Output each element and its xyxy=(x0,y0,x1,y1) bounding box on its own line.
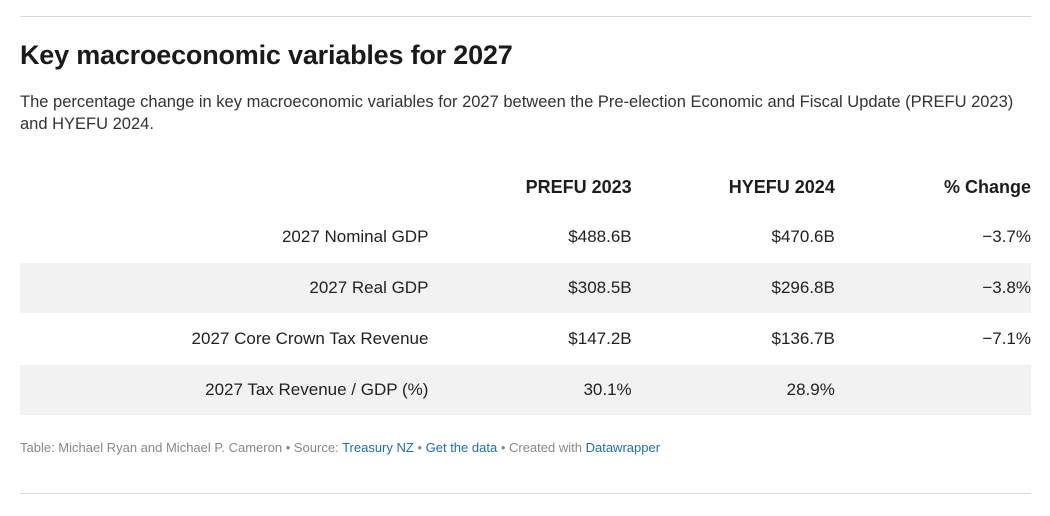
row-label: 2027 Real GDP xyxy=(20,262,429,314)
cell-prefu: $308.5B xyxy=(428,262,632,314)
footer-authors: Table: Michael Ryan and Michael P. Camer… xyxy=(20,440,283,455)
row-label: 2027 Tax Revenue / GDP (%) xyxy=(20,364,429,416)
header-prefu-2023[interactable]: PREFU 2023 xyxy=(525,176,632,197)
table-header-row: PREFU 2023 HYEFU 2024 % Change xyxy=(20,162,1031,212)
chart-subtitle: The percentage change in key macroeconom… xyxy=(20,93,1014,133)
cell-prefu: $147.2B xyxy=(568,329,632,348)
datawrapper-link[interactable]: Datawrapper xyxy=(585,440,661,455)
row-label: 2027 Core Crown Tax Revenue xyxy=(191,329,429,348)
cell-hyefu: $470.6B xyxy=(771,227,835,246)
table-row: 2027 Nominal GDP $488.6B $470.6B −3.7% xyxy=(20,212,1031,263)
header-percent-change[interactable]: % Change xyxy=(943,176,1031,197)
header-label-column xyxy=(20,162,428,212)
table-row: 2027 Core Crown Tax Revenue $147.2B $136… xyxy=(20,314,1031,365)
header-hyefu-2024[interactable]: HYEFU 2024 xyxy=(728,176,835,197)
cell-hyefu: $136.7B xyxy=(771,329,835,348)
footer-separator: • xyxy=(417,440,426,455)
cell-prefu: 30.1% xyxy=(428,364,632,416)
footer-separator: • xyxy=(285,440,294,455)
chart-footer: Table: Michael Ryan and Michael P. Camer… xyxy=(20,440,660,455)
footer-source-label: Source: xyxy=(293,440,339,455)
source-link[interactable]: Treasury NZ xyxy=(342,440,414,455)
cell-change: −7.1% xyxy=(982,329,1031,348)
cell-change: −3.7% xyxy=(982,227,1031,246)
table-row: 2027 Tax Revenue / GDP (%) 30.1% 28.9% xyxy=(20,364,1031,416)
row-label: 2027 Nominal GDP xyxy=(281,227,429,246)
footer-created-with: Created with xyxy=(508,440,582,455)
cell-prefu: $488.6B xyxy=(568,227,632,246)
footer-separator: • xyxy=(500,440,509,455)
top-divider xyxy=(20,16,1031,17)
cell-hyefu: $296.8B xyxy=(631,262,835,314)
chart-title: Key macroeconomic variables for 2027 xyxy=(20,40,513,70)
cell-change xyxy=(834,364,1031,416)
bottom-divider xyxy=(20,493,1031,494)
cell-hyefu: 28.9% xyxy=(631,364,835,416)
table-row: 2027 Real GDP $308.5B $296.8B −3.8% xyxy=(20,262,1031,314)
data-table: PREFU 2023 HYEFU 2024 % Change 2027 Nomi… xyxy=(20,162,1031,416)
cell-change: −3.8% xyxy=(834,262,1031,314)
get-the-data-link[interactable]: Get the data xyxy=(425,440,498,455)
